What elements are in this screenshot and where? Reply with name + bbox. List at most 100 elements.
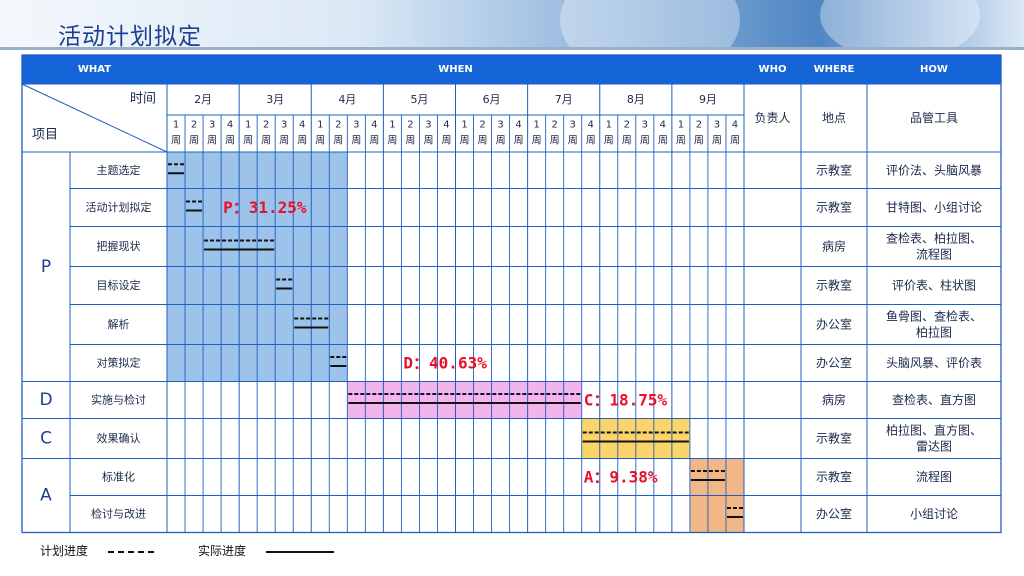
week-number-label: 1: [678, 120, 684, 131]
week-number-label: 4: [588, 120, 594, 131]
week-number-label: 4: [515, 120, 521, 131]
task-name: 解析: [108, 317, 130, 331]
week-number-label: 1: [389, 120, 395, 131]
week-number-label: 4: [732, 120, 738, 131]
month-label: 8月: [627, 93, 645, 106]
location-cell: 示教室: [816, 278, 852, 293]
location-header: 地点: [822, 111, 846, 125]
tools-cell: 评价法、头脑风暴: [886, 163, 982, 177]
week-number-label: 1: [533, 120, 539, 131]
week-unit-label: 周: [658, 135, 668, 147]
location-cell: 办公室: [816, 317, 852, 332]
page-title: 活动计划拟定: [58, 24, 202, 50]
tools-cell: 查检表、直方图: [892, 392, 976, 407]
month-label: 6月: [483, 93, 501, 106]
week-unit-label: 周: [441, 135, 451, 147]
week-number-label: 3: [642, 120, 648, 131]
week-number-label: 2: [335, 120, 341, 131]
week-unit-label: 周: [315, 135, 325, 147]
week-unit-label: 周: [351, 135, 361, 147]
legend-plan-line: [108, 551, 154, 553]
location-cell: 示教室: [816, 469, 852, 484]
tools-cell: 柏拉图、直方图、: [886, 423, 982, 438]
week-unit-label: 周: [730, 135, 740, 147]
task-name: 实施与检讨: [91, 393, 146, 407]
week-number-label: 2: [191, 120, 197, 131]
legend-actual-label: 实际进度: [198, 544, 247, 558]
week-unit-label: 周: [261, 135, 271, 147]
week-unit-label: 周: [405, 135, 415, 147]
header-who: WHO: [759, 64, 787, 75]
week-number-label: 1: [461, 120, 467, 131]
item-label: 项目: [32, 128, 58, 143]
tools-cell: 鱼骨图、查检表、: [886, 309, 982, 324]
week-unit-label: 周: [586, 135, 596, 147]
week-unit-label: 周: [387, 135, 397, 147]
location-cell: 示教室: [816, 200, 852, 215]
diagonal-line: [21, 83, 168, 153]
week-number-label: 2: [696, 120, 702, 131]
week-unit-label: 周: [478, 135, 488, 147]
task-name: 对策拟定: [97, 356, 141, 370]
task-name: 目标设定: [97, 278, 141, 292]
month-label: 4月: [338, 93, 356, 106]
week-number-label: 3: [497, 120, 503, 131]
week-number-label: 1: [606, 120, 612, 131]
week-unit-label: 周: [423, 135, 433, 147]
phase-percentage: D：40.63%: [403, 354, 487, 373]
location-cell: 示教室: [816, 431, 852, 446]
task-name: 标准化: [102, 470, 135, 484]
tools-cell: 雷达图: [916, 440, 952, 454]
task-name: 把握现状: [97, 239, 141, 253]
tools-cell: 查检表、柏拉图、: [886, 231, 982, 246]
month-label: 7月: [555, 93, 573, 106]
tools-cell: 柏拉图: [916, 325, 952, 340]
phase-fill-d: [347, 381, 582, 419]
phase-label-c: C: [40, 429, 52, 449]
week-unit-label: 周: [568, 135, 578, 147]
week-number-label: 4: [227, 120, 233, 131]
week-unit-label: 周: [694, 135, 704, 147]
owner-header: 负责人: [754, 111, 790, 125]
week-number-label: 1: [245, 120, 251, 131]
phase-label-a: A: [40, 486, 52, 506]
week-number-label: 2: [624, 120, 630, 131]
task-name: 主题选定: [97, 163, 141, 177]
week-number-label: 1: [317, 120, 323, 131]
task-name: 活动计划拟定: [86, 200, 152, 214]
tools-cell: 流程图: [916, 469, 952, 484]
phase-label-d: D: [39, 390, 52, 410]
week-unit-label: 周: [532, 135, 542, 147]
week-unit-label: 周: [550, 135, 560, 147]
task-name: 效果确认: [97, 431, 141, 445]
location-cell: 病房: [822, 392, 846, 407]
week-unit-label: 周: [369, 135, 379, 147]
week-unit-label: 周: [243, 135, 253, 147]
time-label: 时间: [130, 92, 156, 107]
header-band: [22, 55, 1001, 84]
phase-percentage: C：18.75%: [584, 391, 668, 410]
week-unit-label: 周: [676, 135, 686, 147]
week-number-label: 4: [299, 120, 305, 131]
week-number-label: 4: [660, 120, 666, 131]
tools-cell: 头脑风暴、评价表: [886, 356, 982, 370]
week-number-label: 2: [407, 120, 413, 131]
month-label: 3月: [266, 93, 284, 106]
legend-actual-line: [266, 551, 334, 553]
week-unit-label: 周: [622, 135, 632, 147]
week-unit-label: 周: [640, 135, 650, 147]
week-number-label: 3: [714, 120, 720, 131]
location-cell: 办公室: [816, 355, 852, 370]
week-unit-label: 周: [171, 135, 181, 147]
tools-cell: 甘特图、小组讨论: [886, 200, 982, 215]
week-unit-label: 周: [297, 135, 307, 147]
week-number-label: 4: [443, 120, 449, 131]
header-what: WHAT: [78, 64, 111, 75]
task-name: 检讨与改进: [91, 507, 146, 521]
week-number-label: 3: [570, 120, 576, 131]
location-cell: 病房: [822, 239, 846, 254]
tools-header: 品管工具: [910, 110, 958, 125]
week-unit-label: 周: [333, 135, 343, 147]
tools-cell: 评价表、柱状图: [892, 278, 976, 293]
